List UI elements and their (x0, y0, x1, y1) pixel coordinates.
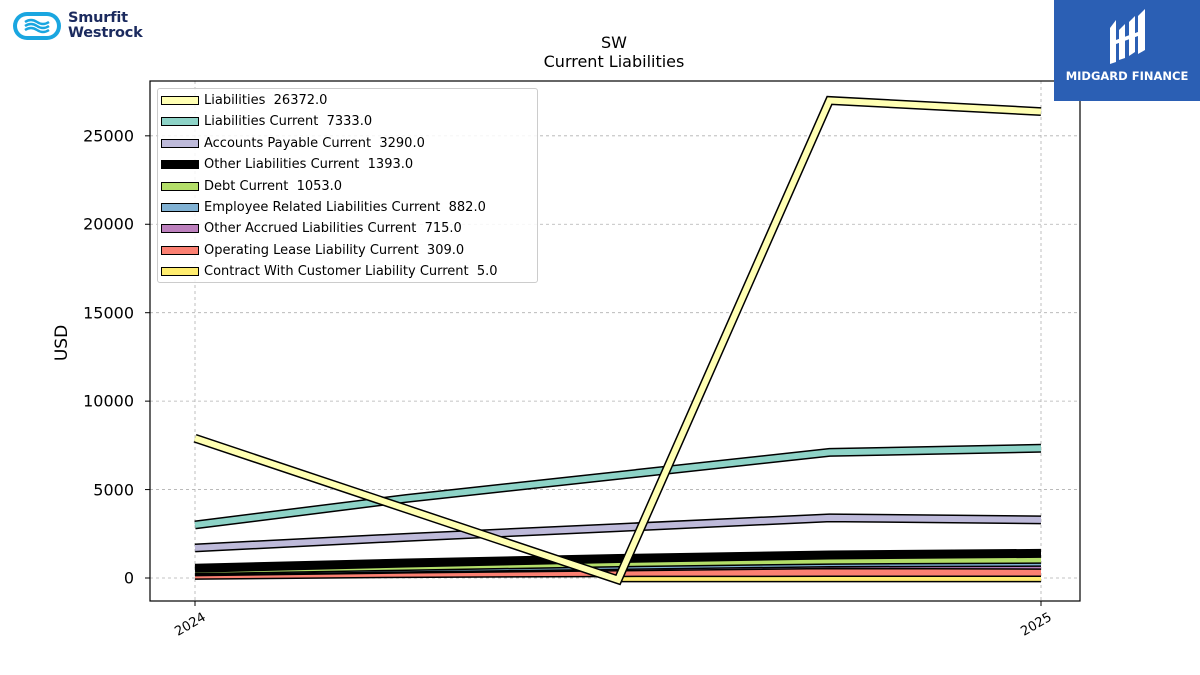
brand-name-line2: Westrock (68, 25, 143, 41)
series-other-liabilities-current (194, 548, 1042, 573)
legend-label: Employee Related Liabilities Current 882… (204, 200, 486, 215)
brand-logo: Smurfit Westrock (12, 10, 152, 44)
legend-item: Employee Related Liabilities Current 882… (158, 198, 539, 218)
series-liabilities-current (194, 443, 1042, 530)
series-liabilities (193, 95, 1042, 586)
y-tick-label: 25000 (83, 126, 134, 146)
legend-swatch (161, 138, 199, 148)
series-line (194, 550, 1042, 572)
legend-swatch (161, 267, 199, 277)
legend-swatch (161, 117, 199, 127)
y-axis-label: USD (52, 324, 72, 362)
legend-label: Debt Current 1053.0 (204, 178, 343, 194)
badge-label: MIDGARD FINANCE (1065, 69, 1189, 83)
chart-subtitle: Current Liabilities (543, 52, 685, 71)
legend-item: Liabilities 26372.0 (158, 91, 539, 111)
brand-name: Smurfit Westrock (68, 11, 143, 41)
brand-name-line1: Smurfit (68, 10, 128, 26)
legend-item: Liabilities Current 7333.0 (158, 112, 539, 132)
series-accounts-payable-current (194, 513, 1042, 553)
y-tick-label: 10000 (83, 391, 134, 411)
legend-swatch (161, 181, 199, 191)
legend-swatch (161, 160, 199, 170)
legend-swatch (161, 96, 199, 105)
legend-label: Operating Lease Liability Current 309.0 (204, 242, 465, 258)
midgard-finance-badge: MIDGARD FINANCE (1054, 0, 1200, 101)
legend-swatch (161, 203, 199, 212)
midgard-logo-icon (1110, 9, 1145, 64)
y-tick-label: 15000 (83, 303, 134, 323)
legend-label: Accounts Payable Current 3290.0 (204, 135, 425, 151)
smurfit-logo-icon (13, 12, 61, 40)
series-line (194, 514, 1042, 551)
plot-frame (149, 80, 1081, 602)
legend-item: Debt Current 1053.0 (158, 177, 539, 197)
series-line (194, 445, 1042, 528)
legend-label: Contract With Customer Liability Current… (204, 264, 498, 280)
legend-label: Liabilities 26372.0 (204, 93, 328, 108)
tick-marks (145, 135, 1042, 606)
legend-label: Liabilities Current 7333.0 (204, 114, 373, 130)
legend-label: Other Accrued Liabilities Current 715.0 (204, 221, 462, 237)
legend-swatch (161, 245, 199, 255)
legend-item: Operating Lease Liability Current 309.0 (158, 241, 539, 261)
legend-item: Accounts Payable Current 3290.0 (158, 134, 539, 154)
series-layer (193, 95, 1042, 586)
chart-legend: Liabilities 26372.0 Liabilities Current 7… (157, 88, 538, 283)
y-tick-label: 5000 (93, 480, 134, 500)
legend-item: Other Liabilities Current 1393.0 (158, 155, 539, 175)
legend-label: Other Liabilities Current 1393.0 (204, 157, 414, 173)
series-line (194, 97, 1042, 584)
legend-item: Contract With Customer Liability Current… (158, 262, 539, 282)
chart-title: SW (601, 33, 627, 52)
y-tick-label: 20000 (83, 214, 134, 234)
y-tick-label: 0 (123, 568, 134, 588)
legend-swatch (161, 224, 199, 234)
legend-item: Other Accrued Liabilities Current 715.0 (158, 219, 539, 239)
